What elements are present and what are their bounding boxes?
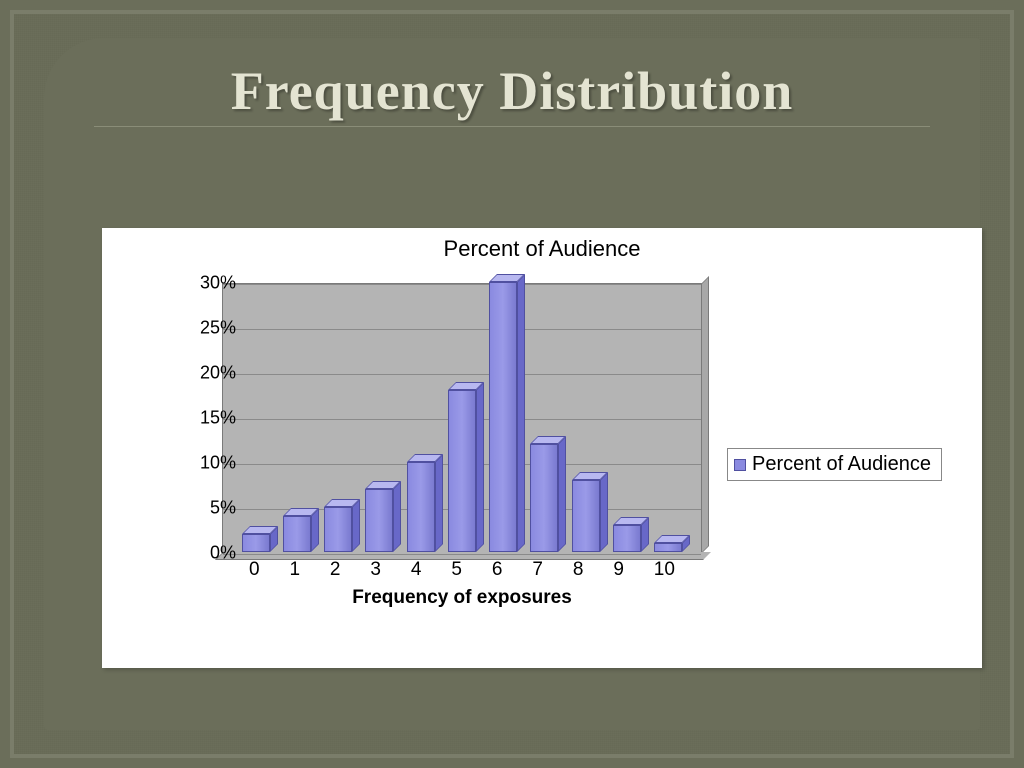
bar [489,282,517,552]
legend: Percent of Audience [727,448,942,481]
bar-side [435,454,443,552]
bar-side [393,481,401,552]
xtick-label: 4 [411,559,422,581]
ytick-label: 30% [176,273,236,294]
bar-front [654,543,682,552]
slide-panel: Frequency Distribution Percent of Audien… [44,38,980,730]
bar-side [352,499,360,552]
bar [530,444,558,552]
bar [365,489,393,552]
bar-front [283,516,311,552]
bar-front [407,462,435,552]
xtick-label: 2 [330,559,341,581]
xtick-label: 9 [613,559,624,581]
xtick-label: 7 [532,559,543,581]
bar-side [517,274,525,552]
bar-front [324,507,352,552]
title-underline [94,126,930,127]
slide-frame: Frequency Distribution Percent of Audien… [10,10,1014,758]
ytick-label: 25% [176,318,236,339]
ytick-label: 10% [176,453,236,474]
bar-front [448,390,476,552]
bar-front [242,534,270,552]
plot-wrap: 0%5%10%15%20%25%30% 012345678910 Frequen… [162,283,722,613]
bar [613,525,641,552]
legend-label: Percent of Audience [752,453,931,476]
bar-front [489,282,517,552]
bar-front [613,525,641,552]
gridline [223,554,701,555]
xtick-label: 8 [573,559,584,581]
xtick-group: 0 1 2 3 4 5 6 7 8 9 10 [234,559,690,581]
bar-side [600,472,608,552]
bar [572,480,600,552]
x-axis-label: Frequency of exposures [222,587,702,609]
bar [242,534,270,552]
ytick-label: 20% [176,363,236,384]
ytick-label: 15% [176,408,236,429]
ytick-label: 0% [176,543,236,564]
bars-group [235,284,689,552]
bar [407,462,435,552]
bar-front [365,489,393,552]
bar [324,507,352,552]
bar [448,390,476,552]
bar [283,516,311,552]
bar-side [558,436,566,552]
chart-container: Percent of Audience 0%5%10%15%20%25%30% … [102,228,982,668]
bar-side [476,382,484,552]
bar [654,543,682,552]
chart-backwall [701,276,709,554]
slide-title: Frequency Distribution [44,38,980,122]
legend-swatch [734,459,746,471]
bar-front [572,480,600,552]
chart-title: Percent of Audience [102,228,982,262]
plot-area [222,283,702,553]
xtick-label: 10 [654,559,675,581]
xtick-label: 3 [370,559,381,581]
bar-front [530,444,558,552]
xtick-label: 1 [289,559,300,581]
xtick-label: 6 [492,559,503,581]
xtick-label: 5 [451,559,462,581]
xtick-label: 0 [249,559,260,581]
ytick-label: 5% [176,498,236,519]
